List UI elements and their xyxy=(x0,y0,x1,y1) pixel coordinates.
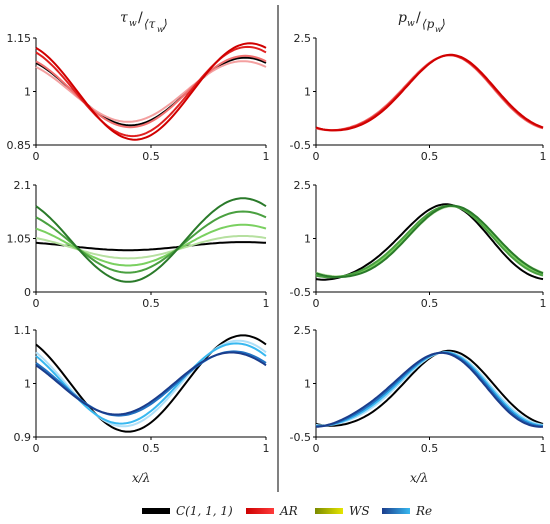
legend-label-ws: WS xyxy=(349,504,370,518)
y-tick-label: 0 xyxy=(24,286,31,299)
y-tick-label: 1 xyxy=(304,378,311,391)
tau-symbol: τ xyxy=(120,10,128,26)
y-tick-label: 0.85 xyxy=(7,139,32,152)
y-tick-label: 2.5 xyxy=(294,179,312,192)
x-tick-label: 0.5 xyxy=(142,297,160,310)
tau-mean-subscript: w xyxy=(157,25,164,34)
legend-swatch-re xyxy=(382,508,410,514)
series-line xyxy=(315,53,544,132)
y-tick-label: -0.5 xyxy=(290,286,311,299)
y-tick-label: 2.5 xyxy=(294,324,312,337)
left-header: τ w / ⟨τ w ⟩ xyxy=(120,10,168,34)
series-line xyxy=(35,42,267,141)
p-mean-subscript: w xyxy=(435,25,442,34)
x-tick-label: 0 xyxy=(313,442,320,455)
x-tick-label: 1 xyxy=(263,297,270,310)
x-tick-label: 0 xyxy=(313,150,320,163)
series-line xyxy=(315,204,544,278)
y-tick-label: 2.5 xyxy=(294,32,312,45)
series-line xyxy=(35,197,267,283)
x-tick-label: 1 xyxy=(540,297,547,310)
y-tick-label: 1 xyxy=(24,86,31,99)
panel-p-re: -0.5 1 2.5 0 0.5 1 xyxy=(290,324,547,455)
legend-swatch-ws xyxy=(315,508,343,514)
p-symbol: p xyxy=(398,10,407,26)
y-tick-label: 1 xyxy=(24,378,31,391)
y-tick-label: 1.05 xyxy=(7,233,32,246)
x-tick-label: 0.5 xyxy=(142,442,160,455)
series-line xyxy=(315,204,544,279)
series-line xyxy=(315,205,544,278)
xlabel-right: x/λ xyxy=(410,471,428,485)
p-mean-close: ⟩ xyxy=(440,17,446,31)
series-line xyxy=(35,223,267,267)
tau-subscript: w xyxy=(129,19,137,29)
p-mean: ⟨p xyxy=(422,17,435,31)
tau-mean: ⟨τ xyxy=(144,17,156,31)
y-tick-label: -0.5 xyxy=(290,139,311,152)
series-line xyxy=(315,203,544,281)
series-line xyxy=(315,54,544,132)
panel-tau-re: 0.9 1 1.1 0 0.5 1 xyxy=(14,324,270,455)
tau-mean-close: ⟩ xyxy=(162,17,168,31)
y-tick-label: 0.9 xyxy=(14,431,32,444)
x-tick-label: 0.5 xyxy=(142,150,160,163)
y-tick-label: 1 xyxy=(304,86,311,99)
series-line xyxy=(35,45,267,138)
y-tick-label: 2.1 xyxy=(14,179,32,192)
legend: C(1, 1, 1) AR WS Re xyxy=(142,504,432,518)
x-tick-label: 0 xyxy=(313,297,320,310)
x-tick-label: 0.5 xyxy=(421,297,439,310)
x-tick-label: 1 xyxy=(263,442,270,455)
series-line xyxy=(35,60,267,123)
series-line xyxy=(35,54,267,129)
y-tick-label: -0.5 xyxy=(290,431,311,444)
x-tick-label: 1 xyxy=(540,442,547,455)
xlabel-left: x/λ xyxy=(132,471,150,485)
x-tick-label: 0 xyxy=(33,297,40,310)
series-line xyxy=(315,54,544,132)
legend-label-c: C(1, 1, 1) xyxy=(176,504,233,518)
panel-tau-ar: 0.85 1 1.15 0 0.5 1 xyxy=(7,32,270,163)
panel-p-ws: -0.5 1 2.5 0 0.5 1 xyxy=(290,179,547,310)
x-tick-label: 1 xyxy=(540,150,547,163)
legend-label-ar: AR xyxy=(279,504,298,518)
x-tick-label: 0 xyxy=(33,442,40,455)
series-line xyxy=(35,351,267,416)
series-line xyxy=(35,339,267,428)
fraction-slash-right: / xyxy=(416,10,421,26)
y-tick-label: 1.15 xyxy=(7,32,32,45)
legend-swatch-ar xyxy=(246,508,274,514)
y-tick-label: 1 xyxy=(304,233,311,246)
series-line xyxy=(35,334,267,433)
x-tick-label: 0 xyxy=(33,150,40,163)
panel-tau-ws: 0 1.05 2.1 0 0.5 1 xyxy=(7,179,270,310)
legend-label-re: Re xyxy=(415,504,432,518)
fraction-slash: / xyxy=(138,10,143,26)
legend-swatch-c xyxy=(142,508,170,514)
series-line xyxy=(315,351,544,428)
panel-p-ar: -0.5 1 2.5 0 0.5 1 xyxy=(290,32,547,163)
x-tick-label: 1 xyxy=(263,150,270,163)
p-subscript: w xyxy=(407,19,415,29)
y-tick-label: 1.1 xyxy=(14,324,32,337)
right-header: p w / ⟨p w ⟩ xyxy=(398,10,446,34)
x-tick-label: 0.5 xyxy=(421,150,439,163)
panels: 0.85 1 1.15 0 0.5 1 -0.5 1 2.5 0 0.5 1 0 1.05 2.1 0 0.5 1… xyxy=(7,32,547,455)
x-tick-label: 0.5 xyxy=(421,442,439,455)
